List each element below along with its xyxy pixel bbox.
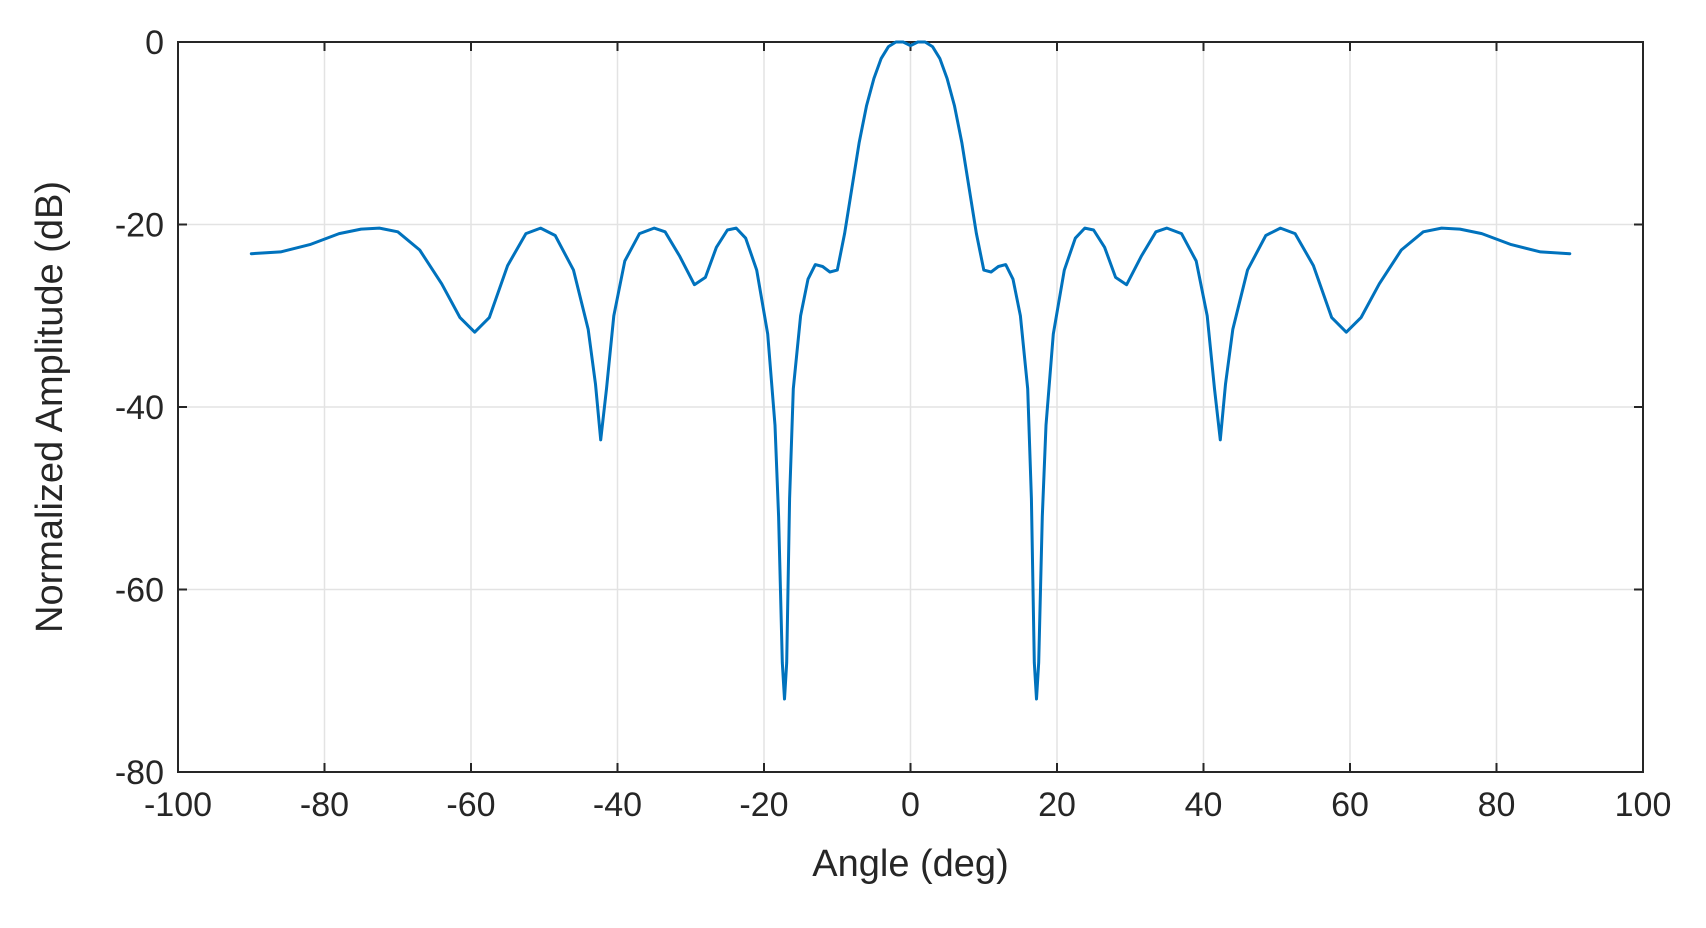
y-tick-label: -80 bbox=[115, 754, 164, 792]
y-tick-label: -40 bbox=[115, 389, 164, 427]
x-tick-label: -20 bbox=[739, 786, 788, 824]
x-ticks: -100 -80 -60 -40 -20 0 20 40 60 80 100 bbox=[144, 42, 1671, 824]
y-axis-label: Normalized Amplitude (dB) bbox=[29, 181, 71, 633]
y-tick-label: -60 bbox=[115, 572, 164, 610]
y-tick-label: -20 bbox=[115, 207, 164, 245]
x-tick-label: 80 bbox=[1478, 786, 1516, 824]
x-tick-label: 20 bbox=[1038, 786, 1076, 824]
x-tick-label: -80 bbox=[300, 786, 349, 824]
x-tick-label: -100 bbox=[144, 786, 212, 824]
series-line bbox=[249, 40, 1572, 701]
x-tick-label: -60 bbox=[446, 786, 495, 824]
x-tick-label: 100 bbox=[1615, 786, 1672, 824]
x-tick-label: 0 bbox=[901, 786, 920, 824]
series-layer bbox=[249, 40, 1572, 701]
y-tick-label: 0 bbox=[145, 24, 164, 62]
x-axis-label: Angle (deg) bbox=[812, 843, 1008, 885]
x-tick-label: 60 bbox=[1331, 786, 1369, 824]
x-tick-label: 40 bbox=[1185, 786, 1223, 824]
y-ticks: 0 -20 -40 -60 -80 bbox=[115, 24, 1643, 792]
x-tick-label: -40 bbox=[593, 786, 642, 824]
